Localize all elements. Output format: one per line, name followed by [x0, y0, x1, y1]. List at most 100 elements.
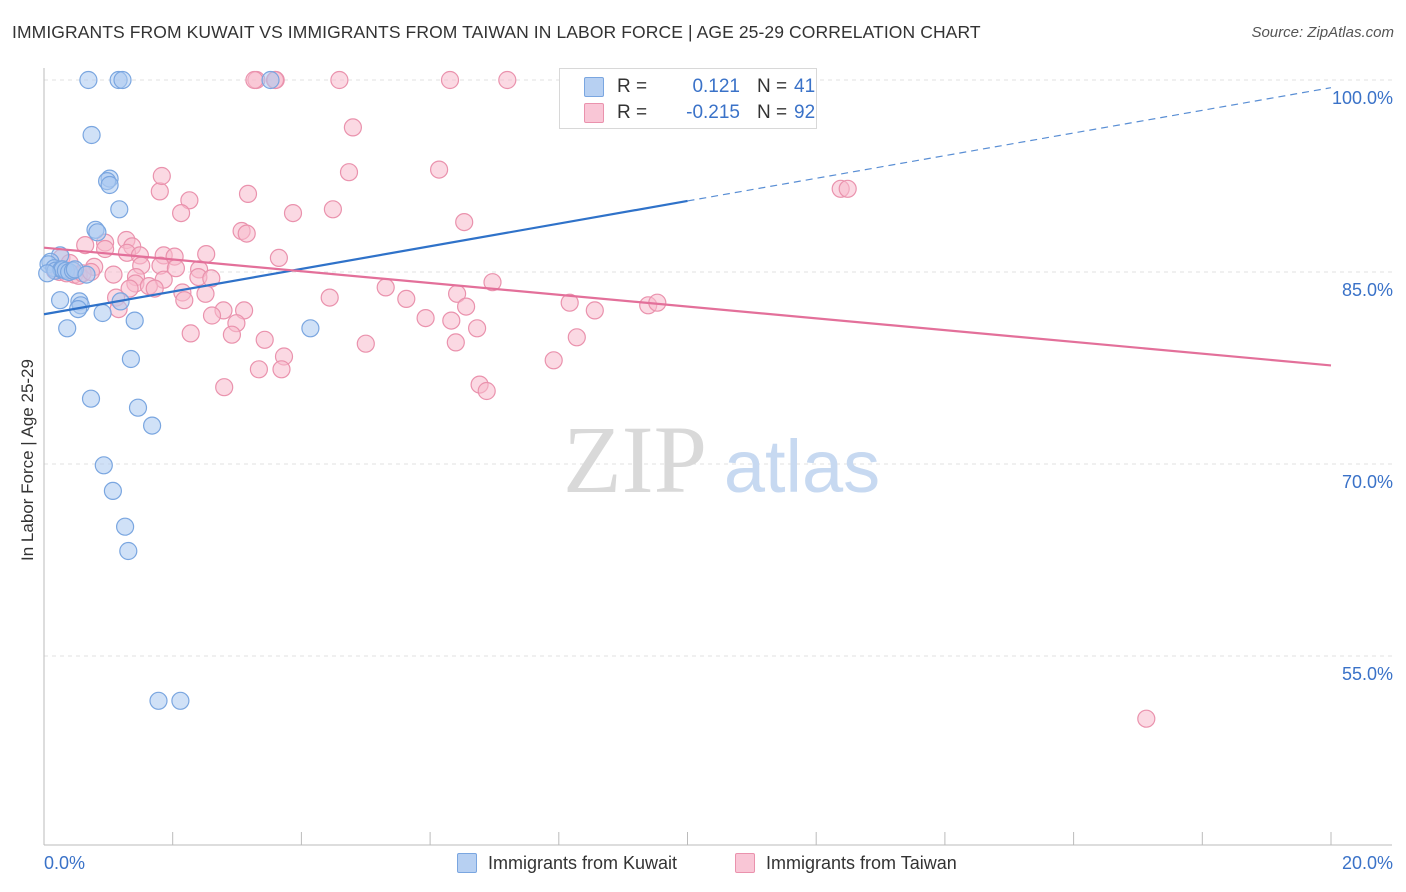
axes: [43, 68, 1392, 846]
taiwan-r-value: -0.215: [686, 102, 740, 123]
kuwait-point: [115, 517, 135, 536]
n-label: N =: [757, 102, 788, 123]
kuwait-point: [77, 265, 96, 284]
taiwan-n-value: 92: [794, 102, 816, 123]
kuwait-point: [88, 223, 107, 242]
taiwan-point: [585, 301, 604, 320]
chart-title: IMMIGRANTS FROM KUWAIT VS IMMIGRANTS FRO…: [12, 22, 981, 42]
taiwan-point: [120, 279, 139, 298]
taiwan-point: [483, 273, 502, 292]
taiwan-point: [237, 224, 256, 243]
taiwan-point: [269, 248, 288, 267]
taiwan-point: [181, 324, 200, 343]
taiwan-point: [457, 297, 476, 316]
x-tick-label-max: 20.0%: [1342, 853, 1393, 873]
taiwan-point: [152, 166, 171, 186]
taiwan-point: [272, 360, 291, 379]
kuwait-point: [125, 311, 144, 330]
kuwait-point: [103, 481, 123, 500]
taiwan-point: [238, 184, 258, 203]
kuwait-point: [149, 691, 168, 710]
taiwan-point: [215, 378, 234, 397]
taiwan-point: [95, 239, 115, 259]
kuwait-swatch: [584, 77, 604, 97]
kuwait-point: [93, 303, 112, 323]
grid-lines: [44, 79, 1392, 657]
y-tick-label: 70.0%: [1342, 472, 1393, 492]
trend-lines: [43, 87, 1332, 367]
watermark-zip: ZIP: [563, 406, 707, 513]
n-label: N =: [757, 76, 788, 97]
taiwan-point: [202, 306, 222, 325]
taiwan-point: [222, 325, 241, 344]
taiwan-point: [446, 333, 465, 352]
kuwait-r-value: 0.121: [692, 76, 740, 97]
kuwait-n-value: 41: [794, 76, 816, 97]
taiwan-legend-swatch: [735, 853, 755, 873]
kuwait-point: [301, 319, 320, 338]
kuwait-trend-line: [43, 199, 688, 316]
watermark: ZIP atlas: [563, 406, 880, 513]
kuwait-point: [113, 70, 132, 90]
y-tick-label: 85.0%: [1342, 280, 1393, 300]
kuwait-point: [81, 389, 101, 408]
x-tick-label-min: 0.0%: [44, 853, 85, 873]
taiwan-points: [45, 70, 1156, 728]
taiwan-point: [468, 319, 487, 338]
kuwait-point: [50, 291, 70, 310]
kuwait-point: [79, 70, 98, 90]
kuwait-point: [119, 541, 138, 561]
taiwan-point: [145, 279, 164, 298]
taiwan-point: [430, 160, 449, 179]
kuwait-point: [100, 175, 119, 195]
taiwan-swatch: [584, 103, 604, 123]
taiwan-point: [567, 328, 586, 347]
taiwan-point: [175, 291, 194, 310]
kuwait-point: [261, 70, 280, 90]
taiwan-point: [356, 334, 375, 353]
taiwan-point: [376, 278, 395, 297]
taiwan-point: [1137, 709, 1156, 728]
taiwan-point: [397, 289, 416, 308]
taiwan-point: [76, 236, 95, 255]
kuwait-point: [121, 349, 140, 369]
taiwan-point: [343, 118, 362, 137]
taiwan-point: [255, 330, 274, 349]
kuwait-legend-swatch: [457, 853, 477, 873]
kuwait-point: [82, 125, 101, 145]
kuwait-point: [143, 416, 162, 435]
taiwan-point: [249, 360, 268, 379]
stats-legend: R = 0.121 N = 41 R = -0.215 N = 92: [559, 68, 817, 129]
y-tick-label: 55.0%: [1342, 664, 1393, 684]
taiwan-point: [544, 351, 563, 370]
taiwan-point: [180, 191, 199, 210]
watermark-atlas: atlas: [724, 425, 880, 508]
taiwan-point: [245, 70, 264, 90]
kuwait-points: [38, 70, 320, 710]
kuwait-point: [58, 319, 77, 338]
taiwan-point: [197, 245, 216, 264]
taiwan-point: [498, 70, 517, 90]
taiwan-point: [172, 204, 191, 223]
taiwan-point: [104, 265, 123, 284]
taiwan-point: [440, 70, 460, 90]
taiwan-point: [330, 70, 349, 90]
source-label: Source: ZipAtlas.com: [1251, 24, 1394, 41]
kuwait-point: [171, 691, 190, 710]
tick-labels: 55.0% 70.0% 85.0% 100.0% 0.0% 20.0%: [44, 88, 1393, 873]
kuwait-point: [94, 456, 113, 475]
kuwait-point: [38, 264, 57, 283]
taiwan-point: [560, 293, 579, 312]
taiwan-point: [339, 163, 359, 182]
taiwan-point: [455, 213, 474, 232]
kuwait-trend-extension: [687, 87, 1332, 202]
r-label: R =: [617, 102, 648, 123]
taiwan-trend-line: [43, 246, 1332, 367]
taiwan-point: [838, 179, 857, 198]
kuwait-legend-label: Immigrants from Kuwait: [488, 853, 678, 873]
r-label: R =: [617, 76, 648, 97]
taiwan-point: [416, 309, 435, 328]
y-tick-label: 100.0%: [1332, 88, 1393, 108]
kuwait-point: [128, 398, 148, 417]
taiwan-point: [477, 381, 496, 401]
